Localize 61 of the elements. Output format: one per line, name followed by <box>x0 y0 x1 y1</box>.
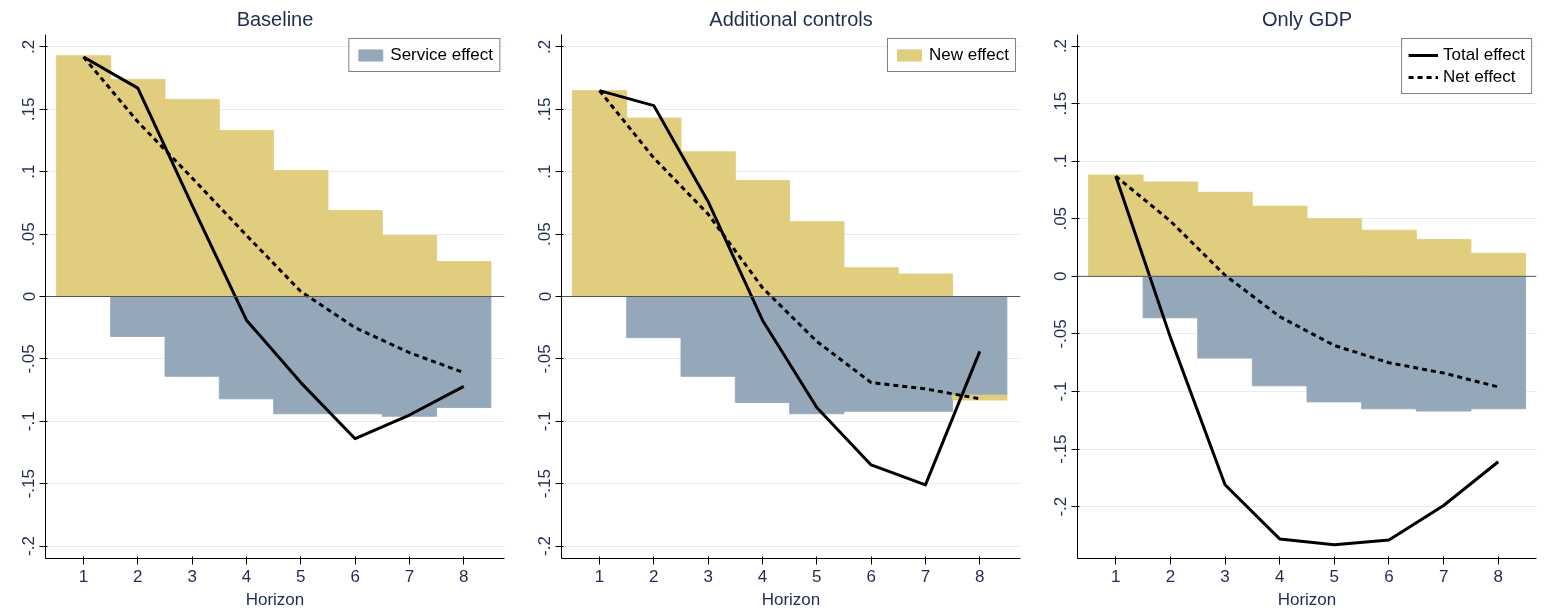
x-tick-label: 3 <box>187 566 197 586</box>
y-tick-label: .2 <box>19 39 39 55</box>
x-tick-label: 1 <box>1111 566 1121 586</box>
y-tick-label: -.1 <box>19 411 39 432</box>
x-tick-label: 4 <box>1274 566 1285 586</box>
y-tick-label: .05 <box>19 222 39 246</box>
x-tick-label: 7 <box>920 566 931 586</box>
y-tick-label: -.2 <box>535 536 555 556</box>
x-tick-label: 7 <box>404 566 415 586</box>
x-tick-label: 3 <box>703 566 713 586</box>
x-tick-label: 8 <box>1493 566 1503 586</box>
x-tick-label: 7 <box>1438 566 1449 586</box>
y-tick-label: -.2 <box>19 536 39 556</box>
legend-label: Net effect <box>1443 67 1516 87</box>
x-tick-label: 6 <box>1384 566 1394 586</box>
y-tick-label: .15 <box>535 97 555 122</box>
y-tick-label: -.1 <box>535 411 555 432</box>
x-tick-label: 8 <box>459 566 469 586</box>
y-tick-label: .15 <box>1051 91 1071 116</box>
y-tick-label: -.15 <box>535 468 555 499</box>
x-tick-label: 1 <box>78 566 89 586</box>
y-tick-label: -.2 <box>1051 496 1071 517</box>
y-tick-label: 0 <box>19 291 39 302</box>
legend-label: Service effect <box>390 45 493 65</box>
x-tick-label: 5 <box>812 566 822 586</box>
x-axis-title: Horizon <box>1277 589 1337 609</box>
y-tick-label: .2 <box>1051 38 1071 54</box>
y-tick-label: .15 <box>19 97 39 122</box>
y-tick-label: -.15 <box>19 468 39 499</box>
y-tick-label: .05 <box>535 222 555 246</box>
x-tick-label: 6 <box>866 566 876 586</box>
y-tick-label: 0 <box>1051 271 1071 282</box>
chart-title: Additional controls <box>709 7 873 30</box>
y-tick-label: -.1 <box>1051 381 1071 402</box>
chart-title: Baseline <box>236 7 314 30</box>
x-tick-label: 2 <box>133 566 143 586</box>
x-tick-label: 2 <box>649 566 659 586</box>
x-tick-label: 4 <box>757 566 768 586</box>
y-tick-label: .05 <box>1051 206 1071 231</box>
x-axis-title: Horizon <box>245 589 305 609</box>
y-tick-label: 0 <box>535 291 555 302</box>
x-tick-label: 6 <box>350 566 360 586</box>
x-tick-label: 5 <box>1329 566 1340 586</box>
chart-title: Only GDP <box>1261 7 1353 30</box>
x-tick-label: 5 <box>296 566 306 586</box>
y-tick-label: -.05 <box>535 344 555 374</box>
y-tick-label: -.15 <box>1051 434 1071 464</box>
y-tick-label: .1 <box>19 164 39 179</box>
x-tick-label: 2 <box>1165 566 1176 586</box>
y-tick-label: -.05 <box>19 344 39 374</box>
x-tick-label: 1 <box>594 566 605 586</box>
legend-label: New effect <box>928 45 1009 65</box>
legend-label: Total effect <box>1443 45 1525 65</box>
x-tick-label: 4 <box>241 566 252 586</box>
y-tick-label: .1 <box>1051 154 1071 169</box>
y-tick-label: .2 <box>535 39 555 55</box>
y-tick-label: -.05 <box>1051 319 1071 349</box>
x-axis-title: Horizon <box>761 589 821 609</box>
x-tick-label: 8 <box>975 566 985 586</box>
y-tick-label: .1 <box>535 164 555 179</box>
x-tick-label: 3 <box>1220 566 1230 586</box>
